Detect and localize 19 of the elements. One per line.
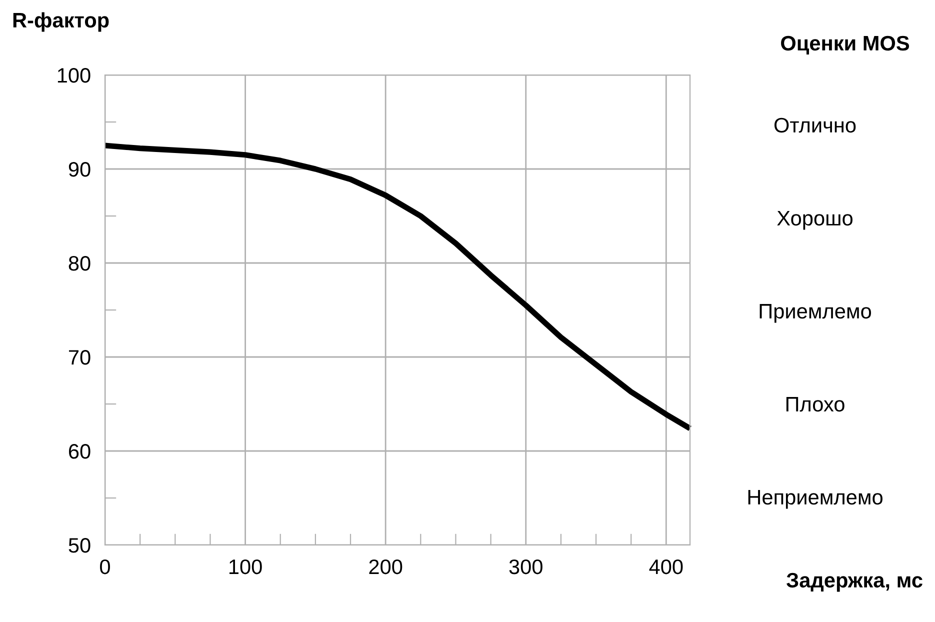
text: Хорошо: [777, 211, 852, 230]
y-tick-label: 50: [68, 538, 90, 553]
y-tick-label: 60: [69, 444, 90, 459]
y-tick-label: 80: [68, 256, 90, 271]
y2-axis-title: Оценки MOS: [781, 36, 910, 55]
text: Неприемлемо: [748, 490, 882, 509]
y-axis-title: R-фактор: [13, 12, 109, 32]
text: Приемлемо: [760, 304, 872, 323]
text: Отлично: [774, 118, 856, 133]
y-tick-label: 70: [69, 350, 90, 365]
x-tick-label: 100: [230, 559, 262, 574]
y-tick-label: 100: [58, 68, 90, 83]
text: Плохо: [786, 397, 844, 412]
x-tick-label: 200: [369, 559, 402, 574]
x-tick-label: 300: [509, 559, 542, 574]
x-tick-label: 400: [649, 559, 683, 574]
x-tick-label: 0: [100, 559, 110, 574]
y-tick-label: 90: [68, 162, 90, 177]
x-axis-title: Задержка, мс: [786, 572, 922, 592]
